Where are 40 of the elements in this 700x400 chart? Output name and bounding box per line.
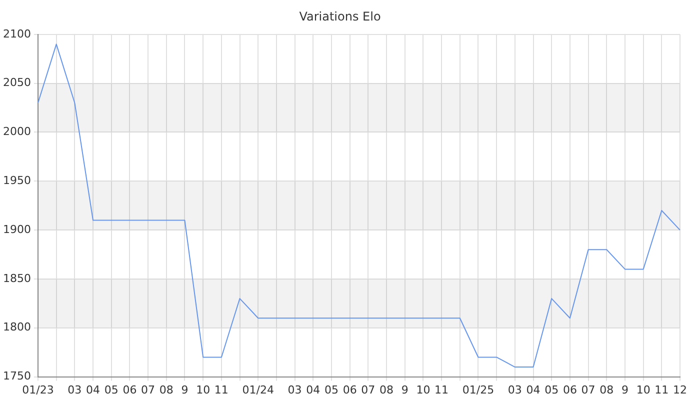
x-tick-label: 06	[562, 383, 577, 396]
x-tick-label: 11	[214, 383, 228, 396]
x-tick-label: 08	[380, 383, 394, 396]
x-tick-label: 07	[141, 383, 156, 396]
y-tick-label: 1800	[2, 320, 31, 334]
x-tick-label: 04	[526, 383, 540, 396]
x-tick-label: 05	[104, 383, 118, 396]
x-tick-label: 01/23	[22, 383, 54, 396]
x-tick-label: 06	[342, 383, 357, 396]
x-tick-label: 06	[122, 383, 137, 396]
y-tick-label: 2100	[2, 27, 31, 40]
x-tick-label: 07	[361, 383, 376, 396]
x-tick-label: 08	[159, 383, 174, 396]
x-tick-label: 9	[401, 383, 408, 396]
chart-title: Variations Elo	[299, 9, 381, 24]
x-tick-label: 11	[654, 383, 669, 396]
x-tick-label: 01/25	[462, 383, 494, 396]
x-tick-label: 9	[621, 383, 628, 396]
x-tick-label: 11	[434, 383, 449, 396]
y-tick-label: 2000	[2, 125, 31, 138]
y-tick-label: 2050	[2, 76, 31, 90]
y-tick-label: 1900	[2, 222, 31, 236]
x-tick-label: 04	[306, 383, 320, 396]
x-tick-label: 03	[288, 383, 302, 396]
x-tick-label: 10	[416, 383, 430, 396]
x-tick-label: 08	[600, 383, 614, 396]
x-tick-label: 03	[68, 383, 82, 396]
x-tick-label: 05	[544, 383, 559, 396]
x-tick-label: 07	[581, 383, 596, 396]
y-tick-label: 1750	[2, 370, 31, 383]
x-tick-label: 10	[196, 383, 210, 396]
x-tick-label: 03	[508, 383, 522, 396]
y-tick-label: 1950	[2, 174, 31, 187]
x-tick-label: 12	[673, 383, 687, 396]
x-tick-label: 05	[324, 383, 338, 396]
x-tick-label: 01/24	[242, 383, 274, 396]
x-tick-label: 10	[636, 383, 650, 396]
x-tick-label: 04	[86, 383, 100, 396]
x-tick-label: 9	[181, 383, 188, 396]
y-tick-label: 1850	[2, 272, 31, 285]
